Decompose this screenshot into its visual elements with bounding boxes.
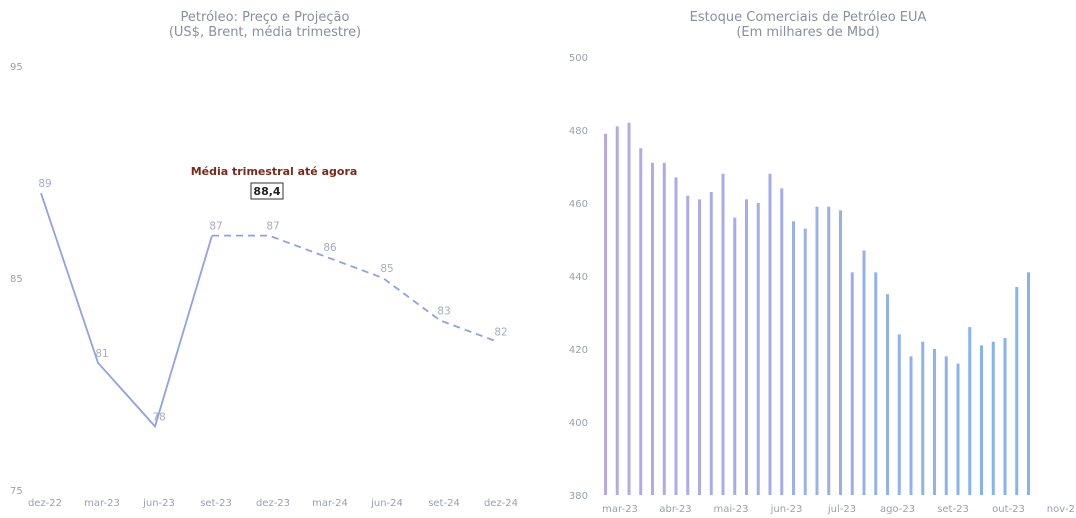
price-line [40, 192, 213, 429]
data-label: 83 [437, 305, 450, 317]
inventory-bar [1015, 286, 1019, 495]
oil-price-plot: 95 85 75 dez-22 mar-23 jun-23 set-23 dez-23 mar-… [10, 62, 518, 509]
oil-price-title-text: Petróleo: Preço e Projeção [180, 10, 350, 25]
y-tick-label: 380 [569, 491, 588, 502]
oil-price-title: Petróleo: Preço e Projeção (US$, Brent, … [0, 10, 530, 40]
inventory-bar [944, 356, 948, 495]
inventory-bar [980, 345, 983, 495]
inventory-bar [839, 210, 842, 496]
x-tick-label: jun-23 [142, 498, 175, 509]
inventory-bar [803, 228, 807, 496]
inventory-bar [897, 334, 901, 495]
inventory-bar [874, 272, 878, 495]
x-tick-label: abr-23 [659, 504, 691, 515]
inventory-bar [886, 294, 889, 495]
x-tick-label: mar-24 [312, 498, 348, 509]
data-label: 85 [380, 263, 393, 275]
x-tick-label: jun-24 [370, 498, 403, 509]
inventory-bar [792, 221, 795, 495]
x-tick-label: set-23 [200, 498, 232, 509]
x-tick-label: jun-23 [770, 504, 803, 515]
y-tick-label: 500 [569, 53, 588, 64]
annotation-value: 88,4 [253, 185, 280, 198]
inventory-bar [780, 188, 784, 495]
oil-stock-plot: 500 480 460 440 420 400 380 mar-23 abr-23 mai-23 j… [569, 53, 1076, 515]
data-label: 86 [323, 242, 337, 254]
data-label: 87 [209, 221, 222, 233]
y-tick-label: 420 [569, 345, 588, 356]
y-tick-label: 85 [10, 274, 23, 285]
x-tick-label: dez-23 [256, 498, 290, 509]
inventory-bar [615, 126, 619, 495]
inventory-bar [639, 148, 643, 495]
oil-stock-subtitle-text: (Em milhares de Mbd) [736, 25, 880, 40]
inventory-bar [827, 206, 831, 495]
x-tick-label: set-23 [937, 504, 969, 515]
inventory-bar [604, 133, 607, 495]
x-tick-label: set-24 [428, 498, 460, 509]
inventory-bar [921, 341, 925, 495]
data-label: 87 [266, 221, 279, 233]
inventory-bar [662, 162, 666, 495]
x-tick-label: mar-23 [84, 498, 120, 509]
inventory-bar [862, 250, 866, 495]
inventory-bar [721, 173, 725, 496]
inventory-bar [756, 203, 760, 495]
annotation-box [250, 182, 284, 200]
y-tick-label: 400 [569, 418, 588, 429]
y-tick-label: 460 [569, 199, 588, 210]
inventory-bar [745, 199, 748, 495]
y-tick-label: 75 [10, 486, 23, 497]
inventory-bar [1027, 272, 1030, 495]
inventory-bar [698, 199, 701, 495]
oil-stock-title-text: Estoque Comerciais de Petróleo EUA [689, 10, 927, 25]
inventory-bar [733, 217, 737, 495]
x-tick-label: nov-23 [1047, 504, 1076, 515]
inventory-bar [956, 363, 960, 495]
oil-price-subtitle-text: (US$, Brent, média trimestre) [168, 25, 362, 40]
x-tick-label: ago-23 [880, 504, 915, 515]
annotation-label: Média trimestral até agora [191, 165, 358, 178]
y-tick-label: 95 [10, 62, 23, 73]
inventory-bar [1003, 338, 1007, 495]
inventory-bar [933, 349, 936, 495]
data-label: 78 [152, 411, 165, 423]
x-tick-label: mar-23 [602, 504, 638, 515]
y-tick-label: 480 [569, 126, 588, 137]
x-tick-label: out-23 [992, 504, 1025, 515]
data-label: 82 [494, 327, 507, 339]
inventory-bar [991, 341, 995, 495]
inventory-bar [674, 177, 678, 495]
inventory-bar [768, 173, 772, 496]
inventory-bar [909, 356, 913, 495]
oil-stock-title: Estoque Comerciais de Petróleo EUA (Em m… [540, 10, 1076, 40]
x-tick-label: dez-22 [28, 498, 62, 509]
inventory-bar [709, 192, 713, 496]
x-tick-label: dez-24 [484, 498, 518, 509]
inventory-bar [850, 272, 854, 495]
data-label: 81 [95, 348, 108, 360]
y-tick-label: 440 [569, 272, 588, 283]
x-tick-label: mai-23 [714, 504, 749, 515]
oil-price-chart: Petróleo: Preço e Projeção (US$, Brent, … [0, 0, 530, 518]
inventory-bar [651, 162, 654, 495]
inventory-bar [968, 327, 972, 495]
data-label: 89 [38, 178, 51, 190]
inventory-bar [627, 122, 631, 495]
x-tick-label: jul-23 [827, 504, 856, 515]
projection-line [212, 234, 498, 343]
inventory-bar [815, 206, 819, 495]
oil-stock-chart: Estoque Comerciais de Petróleo EUA (Em m… [540, 0, 1076, 518]
inventory-bar [686, 195, 690, 495]
